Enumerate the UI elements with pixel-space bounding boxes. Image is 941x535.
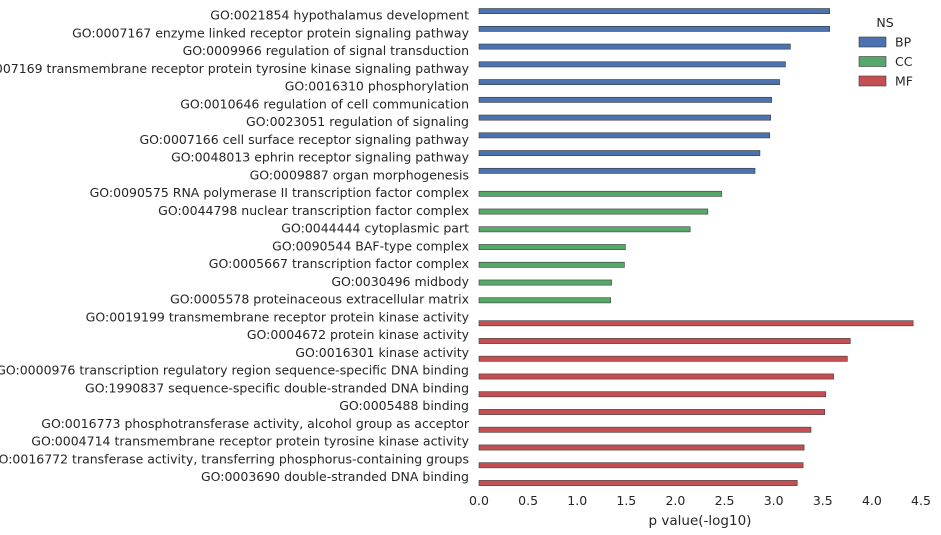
bar-mf xyxy=(478,338,851,344)
y-tick-label: GO:0021854 hypothalamus development xyxy=(210,8,469,23)
bars-layer xyxy=(478,8,914,486)
y-tick-label: GO:0016301 kinase activity xyxy=(295,345,469,360)
y-tick-label: GO:0009887 organ morphogenesis xyxy=(250,167,469,182)
y-tick-label: GO:0003690 double-stranded DNA binding xyxy=(201,469,469,484)
bar-bp xyxy=(478,61,786,68)
x-tick-label: 1.5 xyxy=(616,493,636,508)
bar-bp xyxy=(478,167,756,174)
bar-mf xyxy=(478,426,812,433)
bar-bp xyxy=(478,79,780,85)
y-tick-label: GO:0000976 transcription regulatory regi… xyxy=(0,363,469,378)
bar-mf xyxy=(478,480,798,486)
x-axis-label: p value(-log10) xyxy=(649,513,752,529)
bar-mf xyxy=(478,320,914,327)
y-tick-label: GO:0005667 transcription factor complex xyxy=(209,256,469,271)
bar-cc xyxy=(478,279,612,286)
bar-bp xyxy=(478,132,771,139)
bar-mf xyxy=(478,444,805,451)
y-tick-label: GO:0023051 regulation of signaling xyxy=(246,114,469,129)
bar-bp xyxy=(478,8,830,14)
y-tick-label: GO:0030496 midbody xyxy=(331,274,469,289)
x-tick-label: 4.5 xyxy=(911,493,931,508)
y-tick-label: GO:0007167 enzyme linked receptor protei… xyxy=(72,25,470,40)
y-tick-label: GO:0007169 transmembrane receptor protei… xyxy=(0,61,470,76)
legend-label-mf: MF xyxy=(895,74,913,89)
y-tick-label: GO:0009966 regulation of signal transduc… xyxy=(183,43,469,58)
y-tick-label: GO:0016772 transferase activity, transfe… xyxy=(0,451,469,466)
x-tick-label: 0.0 xyxy=(469,493,489,508)
legend-label-cc: CC xyxy=(895,54,913,69)
x-tick-label: 4.0 xyxy=(862,493,882,508)
bar-mf xyxy=(478,391,827,398)
y-tick-label: GO:0007166 cell surface receptor signali… xyxy=(139,132,469,147)
bar-mf xyxy=(478,409,826,415)
bar-cc xyxy=(478,244,626,250)
bar-cc xyxy=(478,297,611,304)
y-tick-label: GO:0090575 RNA polymerase II transcripti… xyxy=(90,185,469,200)
x-tick-label: 2.5 xyxy=(715,493,735,508)
x-tick-label: 3.0 xyxy=(764,493,784,508)
y-tick-label: GO:0016773 phosphotransferase activity, … xyxy=(41,416,470,431)
bar-cc xyxy=(478,261,625,268)
y-tick-label: GO:0048013 ephrin receptor signaling pat… xyxy=(171,150,470,165)
y-tick-label: GO:0004672 protein kinase activity xyxy=(247,327,470,342)
bar-bp xyxy=(478,150,761,156)
bar-bp xyxy=(478,25,830,32)
x-tick-label: 3.5 xyxy=(813,493,833,508)
x-tick-label: 0.5 xyxy=(518,493,538,508)
bar-cc xyxy=(478,190,722,197)
bar-cc xyxy=(478,226,691,233)
y-tick-labels: GO:0021854 hypothalamus development GO:00… xyxy=(0,8,470,485)
x-tick-labels: 0.0 0.5 1.0 1.5 2.0 2.5 3.0 3.5 4.0 4.5 xyxy=(469,493,931,508)
x-tick-label: 1.0 xyxy=(567,493,587,508)
bar-cc xyxy=(478,208,709,215)
y-tick-label: GO:0044798 nuclear transcription factor … xyxy=(158,203,469,218)
y-tick-label: GO:0004714 transmembrane receptor protei… xyxy=(31,434,469,449)
legend-label-bp: BP xyxy=(895,35,912,50)
bar-bp xyxy=(478,114,772,121)
bar-mf xyxy=(478,462,804,469)
y-tick-label: GO:0005578 proteinaceous extracellular m… xyxy=(170,292,469,307)
bar-mf xyxy=(478,373,834,380)
y-tick-label: GO:0019199 transmembrane receptor protei… xyxy=(86,309,470,324)
bar-bp xyxy=(478,96,773,103)
y-tick-label: GO:0005488 binding xyxy=(339,398,469,413)
y-tick-label: GO:0044444 cytoplasmic part xyxy=(281,221,469,236)
y-tick-label: GO:1990837 sequence-specific double-stra… xyxy=(85,380,469,395)
legend-swatch-bp xyxy=(858,36,887,48)
y-tick-label: GO:0010646 regulation of cell communicat… xyxy=(180,96,469,111)
bar-bp xyxy=(478,43,791,50)
legend-swatch-mf xyxy=(858,75,887,87)
bar-mf xyxy=(478,355,848,362)
legend-swatch-cc xyxy=(858,56,887,67)
legend: NS BP CC MF xyxy=(858,15,913,89)
y-tick-label: GO:0090544 BAF-type complex xyxy=(272,238,469,253)
x-tick-label: 2.0 xyxy=(665,493,685,508)
y-tick-label: GO:0016310 phosphorylation xyxy=(285,79,469,94)
legend-title: NS xyxy=(876,15,893,30)
